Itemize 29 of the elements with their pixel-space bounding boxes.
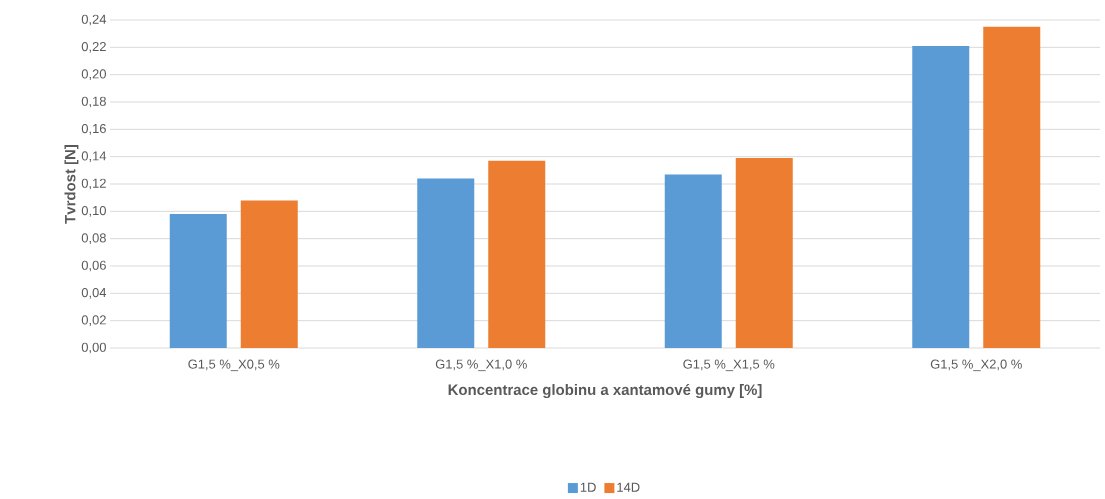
bar bbox=[983, 26, 1041, 348]
y-axis-title: Tvrdost [N] bbox=[64, 145, 79, 224]
x-tick-label: G1,5 %_X1,5 % bbox=[683, 359, 775, 372]
legend-label: 1D bbox=[580, 482, 596, 492]
y-tick-label: 0,14 bbox=[81, 151, 107, 163]
y-tick-label: 0,10 bbox=[81, 205, 106, 217]
y-tick-label: 0,12 bbox=[81, 178, 106, 190]
x-tick-label: G1,5 %_X1,0 % bbox=[435, 359, 527, 372]
y-tick-label: 0,00 bbox=[81, 342, 106, 354]
bar bbox=[488, 160, 546, 348]
y-tick-label: 0,08 bbox=[81, 233, 106, 245]
bar bbox=[240, 200, 298, 348]
x-axis-title: Koncentrace globinu a xantamové gumy [%] bbox=[448, 383, 762, 399]
legend-label: 14D bbox=[617, 482, 640, 492]
bar bbox=[417, 178, 475, 348]
bar bbox=[912, 45, 970, 348]
y-tick-label: 0,16 bbox=[81, 123, 106, 135]
y-tick-label: 0,24 bbox=[81, 14, 107, 26]
x-tick-label: G1,5 %_X0,5 % bbox=[188, 359, 280, 372]
y-tick-label: 0,18 bbox=[81, 96, 106, 108]
x-tick-label: G1,5 %_X2,0 % bbox=[930, 359, 1022, 372]
y-tick-label: 0,02 bbox=[81, 315, 106, 327]
y-tick-label: 0,20 bbox=[81, 69, 106, 81]
bar bbox=[735, 158, 793, 348]
y-tick-label: 0,04 bbox=[81, 287, 107, 299]
bar bbox=[169, 214, 227, 348]
y-tick-label: 0,06 bbox=[81, 260, 106, 272]
y-tick-label: 0,22 bbox=[81, 41, 106, 53]
bar bbox=[664, 174, 722, 348]
